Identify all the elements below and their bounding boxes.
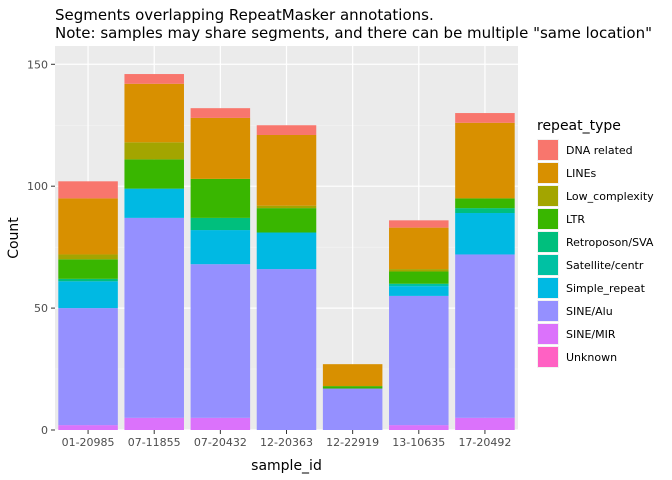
y-axis-title: Count [6,217,22,259]
legend: repeat_type DNA related LINEs Low_complexi… [537,118,654,368]
chart-title-line: Segments overlapping RepeatMasker annota… [55,6,434,24]
chart-title: Segments overlapping RepeatMasker annota… [55,6,652,42]
bar-segment [455,417,515,430]
bar-segment [389,227,449,270]
bar-segment [190,117,251,179]
legend-swatch [538,163,558,183]
legend-swatch [538,278,558,298]
legend-swatch [538,140,558,160]
legend-label: Satellite/centr [566,259,644,272]
bar-segment [190,264,251,418]
bar-segment [58,281,118,309]
bar-segment [190,217,251,231]
legend-label: Unknown [566,351,617,364]
bar-segment [389,271,449,284]
legend-label: Simple_repeat [566,282,646,295]
bar-segment [389,425,449,430]
bar-segment [58,198,118,255]
legend-swatch [538,186,558,206]
legend-swatch [538,324,558,344]
legend-title: repeat_type [537,118,621,134]
bar-segment [455,122,515,199]
y-tick-label: 50 [34,302,48,315]
x-tick-label: 12-20363 [260,436,313,449]
bar-segment [190,178,251,218]
bar-segment [124,188,184,218]
bar-segment [455,213,515,255]
bar-segment [58,181,118,199]
x-tick-label: 01-20985 [62,436,115,449]
bar-segment [322,386,383,389]
legend-swatch [538,301,558,321]
legend-label: SINE/MIR [566,328,616,341]
x-tick-label: 07-20432 [194,436,247,449]
bar-segment [58,308,118,426]
bar-segment [455,254,515,418]
bar-segment [322,388,383,430]
bar-segment [389,220,449,228]
legend-label: LINEs [566,167,597,180]
legend-label: LTR [566,213,585,226]
x-tick-label: 12-22919 [326,436,379,449]
bar-segment [256,205,317,209]
bar-segment [322,364,383,387]
bar-segment [190,230,251,265]
bar-segment [124,142,184,160]
legend-swatch [538,347,558,367]
bar-segment [389,283,449,287]
bar-segment [256,134,317,206]
bar-segment [455,208,515,214]
bar-segment [58,425,118,430]
x-tick-label: 17-20492 [458,436,511,449]
x-tick-label: 07-11855 [128,436,181,449]
bar-segment [389,269,449,272]
bar-segment [124,417,184,430]
bar-segment [58,254,118,260]
x-tick-label: 13-10635 [392,436,445,449]
bar-segment [124,159,184,189]
legend-swatch [538,232,558,252]
y-tick-label: 100 [27,180,48,193]
x-axis-title: sample_id [251,458,322,474]
legend-swatch [538,209,558,229]
bar-segment [256,269,317,430]
legend-label: DNA related [566,144,633,157]
bar-segment [124,74,184,84]
bar-segment [389,295,449,426]
bar-segment [58,278,118,282]
legend-label: Low_complexity [566,190,654,203]
y-tick-label: 0 [41,424,48,437]
bar-segment [190,108,251,118]
bar-segment [124,217,184,418]
legend-label: Retroposon/SVA [566,236,654,249]
y-tick-label: 150 [27,58,48,71]
bars [58,74,515,430]
bar-segment [455,198,515,209]
bar-segment [455,113,515,123]
y-axis: 0 50 100 150 [27,58,55,437]
bar-segment [58,259,118,279]
bar-segment [124,83,184,143]
chart-title-line: Note: samples may share segments, and th… [55,24,652,42]
bar-segment [256,125,317,135]
legend-label: SINE/Alu [566,305,613,318]
x-axis: 01-20985 07-11855 07-20432 12-20363 12-22919… [62,430,511,449]
bar-segment [389,286,449,296]
bar-segment [256,232,317,270]
legend-swatch [538,255,558,275]
bar-segment [256,208,317,233]
bar-segment [190,417,251,430]
